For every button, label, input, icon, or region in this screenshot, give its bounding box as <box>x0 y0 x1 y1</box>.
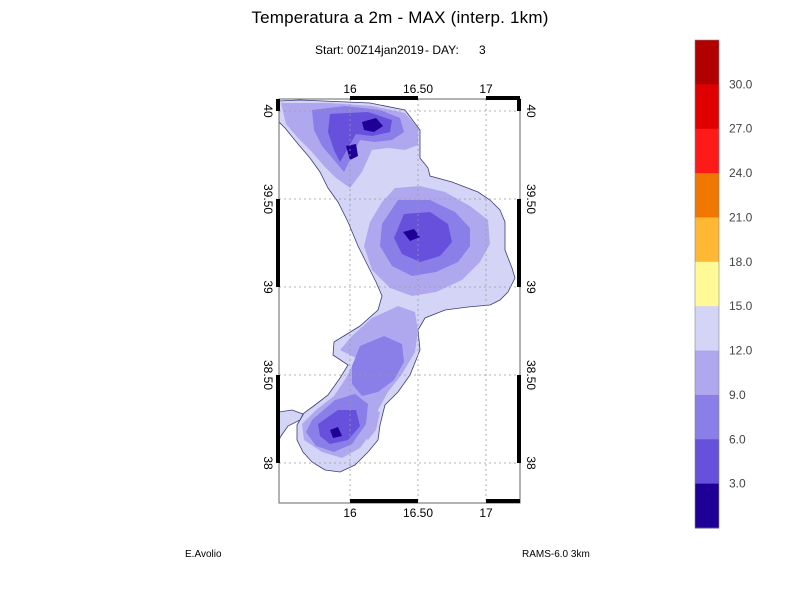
colorbar-swatch <box>695 40 719 85</box>
colorbar-label: 30.0 <box>729 77 753 91</box>
bottom-tick-label: 16.50 <box>403 506 433 520</box>
left-tick-label: 38.50 <box>261 360 275 390</box>
colorbar-swatch <box>695 394 719 440</box>
colorbar-label: 15.0 <box>729 299 753 313</box>
right-tick-label: 39 <box>524 280 538 294</box>
colorbar-swatch <box>695 439 719 485</box>
colorbar-label: 24.0 <box>729 166 753 180</box>
author-credit: E.Avolio <box>185 549 222 560</box>
left-tick-label: 39 <box>261 280 275 294</box>
top-tick-label: 16.50 <box>403 82 433 96</box>
colorbar-label: 21.0 <box>729 210 753 224</box>
colorbar-label: 9.0 <box>729 388 746 402</box>
right-tick-label: 40 <box>524 104 538 118</box>
colorbar-frame <box>694 39 720 529</box>
left-tick-label: 40 <box>261 104 275 118</box>
top-tick-label: 16 <box>343 82 357 96</box>
colorbar-label: 3.0 <box>729 477 746 491</box>
day-value: 3 <box>479 43 486 57</box>
band-0-3 <box>330 118 420 438</box>
colorbar-swatch <box>695 306 719 352</box>
bottom-tick-label: 16 <box>343 506 357 520</box>
left-tick-label: 39.50 <box>261 184 275 214</box>
colorbar-swatch <box>695 128 719 174</box>
right-tick-label: 39.50 <box>524 184 538 214</box>
chart-title: Temperatura a 2m - MAX (interp. 1km) <box>251 8 549 27</box>
colorbar-label: 27.0 <box>729 122 753 136</box>
right-tick-label: 38.50 <box>524 360 538 390</box>
colorbar: 30.0 27.0 24.0 21.0 18.0 15.0 12.0 9.0 6.0 3.0 <box>694 39 753 529</box>
colorbar-swatch <box>695 350 719 396</box>
bottom-tick-label: 17 <box>479 506 493 520</box>
right-tick-label: 38 <box>524 456 538 470</box>
colorbar-label: 12.0 <box>729 344 753 358</box>
gridlines <box>279 99 520 503</box>
colorbar-label: 6.0 <box>729 432 746 446</box>
colorbar-label: 18.0 <box>729 255 753 269</box>
model-credit: RAMS-6.0 3km <box>522 549 590 560</box>
start-time: Start: 00Z14jan2019 <box>315 43 424 57</box>
temperature-field <box>279 99 516 473</box>
colorbar-swatch <box>695 217 719 263</box>
colorbar-swatch <box>695 483 719 529</box>
frame-border-bars <box>276 96 521 503</box>
left-tick-label: 38 <box>261 456 275 470</box>
day-label: - DAY: <box>425 43 459 57</box>
top-tick-label: 17 <box>479 82 493 96</box>
colorbar-swatch <box>695 84 719 130</box>
colorbar-swatch <box>695 261 719 307</box>
colorbar-swatch <box>695 173 719 218</box>
